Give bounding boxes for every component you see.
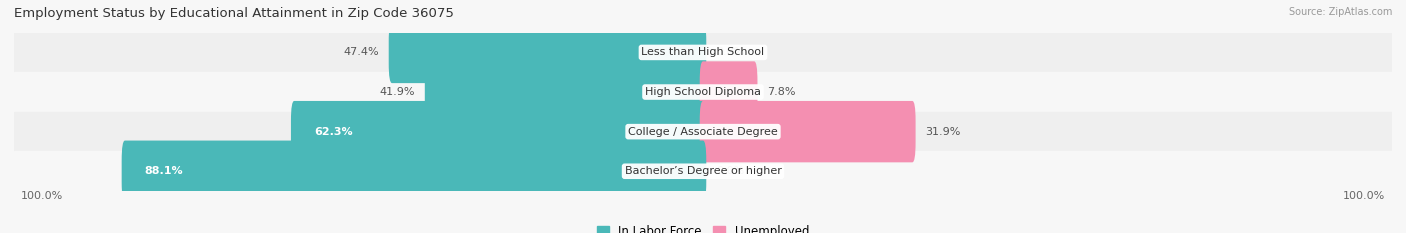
Text: 0.0%: 0.0% — [716, 48, 744, 57]
Text: 88.1%: 88.1% — [145, 166, 183, 176]
Bar — [14, 33, 1392, 72]
Text: 62.3%: 62.3% — [314, 127, 353, 137]
FancyBboxPatch shape — [700, 101, 915, 162]
Text: 7.8%: 7.8% — [768, 87, 796, 97]
Text: Less than High School: Less than High School — [641, 48, 765, 57]
Text: High School Diploma: High School Diploma — [645, 87, 761, 97]
Text: 31.9%: 31.9% — [925, 127, 960, 137]
Bar — [14, 151, 1392, 191]
Text: 41.9%: 41.9% — [380, 87, 415, 97]
Text: 47.4%: 47.4% — [343, 48, 378, 57]
FancyBboxPatch shape — [425, 61, 706, 123]
Text: Source: ZipAtlas.com: Source: ZipAtlas.com — [1288, 7, 1392, 17]
FancyBboxPatch shape — [291, 101, 706, 162]
Bar — [14, 112, 1392, 151]
Text: 0.0%: 0.0% — [716, 166, 744, 176]
Legend: In Labor Force, Unemployed: In Labor Force, Unemployed — [592, 221, 814, 233]
Text: Employment Status by Educational Attainment in Zip Code 36075: Employment Status by Educational Attainm… — [14, 7, 454, 20]
FancyBboxPatch shape — [388, 22, 706, 83]
Text: Bachelor’s Degree or higher: Bachelor’s Degree or higher — [624, 166, 782, 176]
FancyBboxPatch shape — [122, 140, 706, 202]
Text: 100.0%: 100.0% — [1343, 191, 1385, 201]
FancyBboxPatch shape — [700, 61, 758, 123]
Text: 100.0%: 100.0% — [21, 191, 63, 201]
Bar — [14, 72, 1392, 112]
Text: College / Associate Degree: College / Associate Degree — [628, 127, 778, 137]
